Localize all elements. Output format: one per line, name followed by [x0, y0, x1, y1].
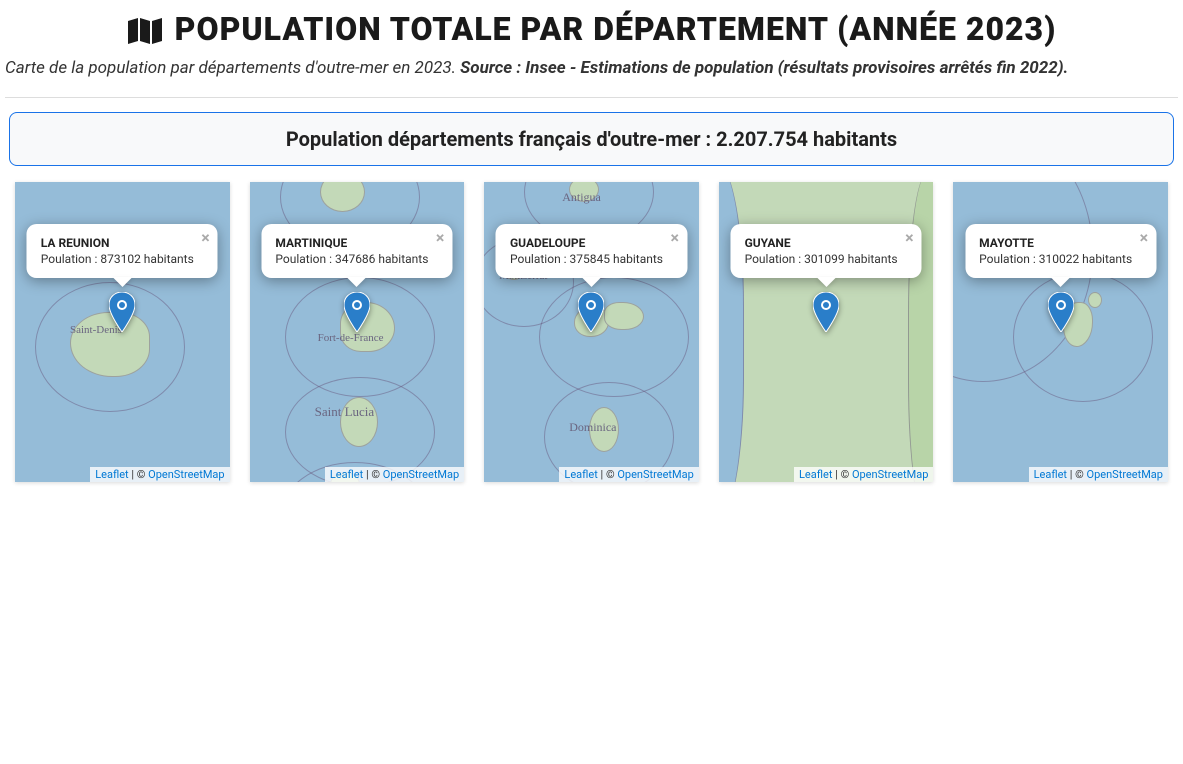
popup-title: GUYANE [745, 236, 898, 250]
close-icon[interactable]: × [201, 230, 210, 246]
popup-title: MAYOTTE [979, 236, 1132, 250]
map-popup: × GUADELOUPE Poulation : 375845 habitant… [496, 224, 687, 278]
popup-title: LA REUNION [41, 236, 194, 250]
leaflet-link[interactable]: Leaflet [799, 468, 832, 481]
leaflet-link[interactable]: Leaflet [564, 468, 597, 481]
popup-population: Poulation : 301099 habitants [745, 252, 898, 266]
leaflet-link[interactable]: Leaflet [1034, 468, 1067, 481]
close-icon[interactable]: × [905, 230, 914, 246]
osm-link[interactable]: OpenStreetMap [852, 468, 928, 481]
map-marker-icon[interactable] [344, 292, 370, 336]
popup-title: MARTINIQUE [275, 236, 428, 250]
map-card[interactable]: Saint-Denis × LA REUNION Poulation : 873… [15, 182, 230, 482]
map-card[interactable]: × MAYOTTE Poulation : 310022 habitants L… [953, 182, 1168, 482]
osm-link[interactable]: OpenStreetMap [148, 468, 224, 481]
divider [5, 97, 1178, 98]
summary-box: Population départements français d'outre… [9, 112, 1174, 166]
map-attribution: Leaflet | © OpenStreetMap [90, 467, 229, 482]
popup-population: Poulation : 347686 habitants [275, 252, 428, 266]
map-card[interactable]: × GUYANE Poulation : 301099 habitants Le… [719, 182, 934, 482]
summary-text: Population départements français d'outre… [286, 127, 897, 151]
map-attribution: Leaflet | © OpenStreetMap [559, 467, 698, 482]
map-popup: × GUYANE Poulation : 301099 habitants [731, 224, 922, 278]
osm-link[interactable]: OpenStreetMap [383, 468, 459, 481]
map-popup: × MARTINIQUE Poulation : 347686 habitant… [261, 224, 452, 278]
subtitle-source: Source : Insee - Estimations de populati… [460, 58, 1068, 78]
popup-population: Poulation : 310022 habitants [979, 252, 1132, 266]
subtitle-prefix: Carte de la population par départements … [5, 58, 460, 78]
maps-row: Saint-Denis × LA REUNION Poulation : 873… [5, 182, 1178, 482]
osm-link[interactable]: OpenStreetMap [1087, 468, 1163, 481]
map-marker-icon[interactable] [109, 292, 135, 336]
close-icon[interactable]: × [1140, 230, 1149, 246]
leaflet-link[interactable]: Leaflet [330, 468, 363, 481]
map-marker-icon[interactable] [813, 292, 839, 336]
page-header: POPULATION TOTALE PAR DÉPARTEMENT (ANNÉE… [5, 10, 1178, 49]
popup-population: Poulation : 873102 habitants [41, 252, 194, 266]
map-attribution: Leaflet | © OpenStreetMap [325, 467, 464, 482]
osm-link[interactable]: OpenStreetMap [617, 468, 693, 481]
map-attribution: Leaflet | © OpenStreetMap [794, 467, 933, 482]
map-card[interactable]: Antigua Montserrat Dominica × GUADELOUPE… [484, 182, 699, 482]
map-popup: × MAYOTTE Poulation : 310022 habitants [965, 224, 1156, 278]
leaflet-link[interactable]: Leaflet [95, 468, 128, 481]
subtitle: Carte de la population par départements … [5, 57, 1178, 81]
map-icon [127, 15, 163, 43]
map-marker-icon[interactable] [1048, 292, 1074, 336]
map-popup: × LA REUNION Poulation : 873102 habitant… [27, 224, 218, 278]
popup-title: GUADELOUPE [510, 236, 663, 250]
page-title: POPULATION TOTALE PAR DÉPARTEMENT (ANNÉE… [127, 10, 1057, 48]
map-marker-icon[interactable] [578, 292, 604, 336]
close-icon[interactable]: × [436, 230, 445, 246]
title-text: POPULATION TOTALE PAR DÉPARTEMENT (ANNÉE… [175, 10, 1057, 48]
map-attribution: Leaflet | © OpenStreetMap [1029, 467, 1168, 482]
map-card[interactable]: Fort-de-France Saint Lucia × MARTINIQUE … [250, 182, 465, 482]
close-icon[interactable]: × [670, 230, 679, 246]
popup-population: Poulation : 375845 habitants [510, 252, 663, 266]
